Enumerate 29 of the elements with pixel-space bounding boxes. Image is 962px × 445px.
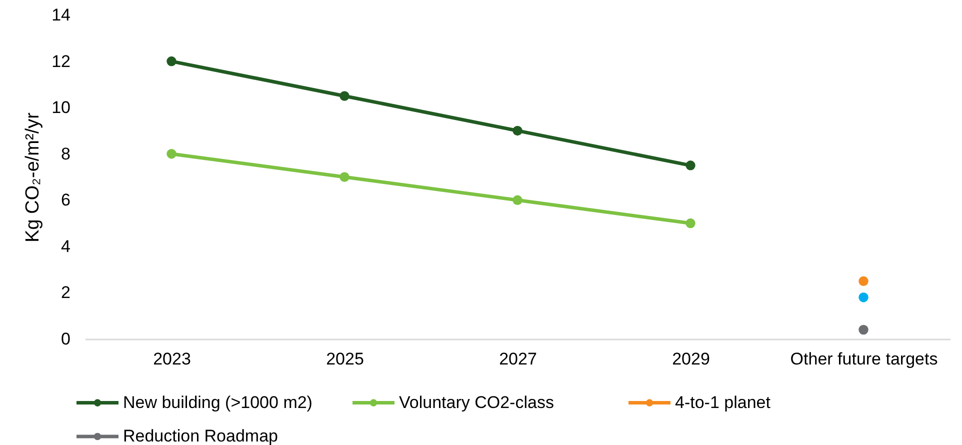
point: [858, 324, 868, 335]
point: [686, 218, 696, 228]
y-tick-label: 2: [61, 283, 70, 302]
y-tick-label: 12: [52, 52, 70, 71]
legend-label: New building (>1000 m2): [123, 392, 312, 412]
point: [858, 276, 868, 286]
x-tick-label: 2025: [326, 350, 364, 368]
point: [686, 160, 696, 170]
y-tick-label: 8: [61, 144, 70, 164]
legend-label: Voluntary CO2-class: [399, 392, 554, 412]
y-tick-label: 14: [52, 6, 70, 24]
legend-label: Reduction Roadmap: [123, 426, 278, 445]
x-tick-label: 2027: [499, 350, 537, 368]
point: [512, 195, 522, 206]
y-tick-label: 10: [52, 98, 70, 118]
point: [512, 126, 522, 136]
point: [166, 56, 176, 66]
y-tick-label: 4: [61, 236, 70, 256]
x-tick-label: 2029: [672, 350, 710, 368]
point: [166, 148, 176, 159]
x-tick-label: Other future targets: [790, 350, 938, 368]
point: [858, 292, 868, 302]
legend-label: 4-to-1 planet: [675, 392, 771, 412]
y-tick-label: 6: [61, 190, 70, 210]
point: [340, 91, 350, 101]
point: [340, 172, 350, 182]
y-axis-title: Kg CO₂-e/m²/yr: [22, 112, 44, 242]
x-tick-label: 2023: [153, 350, 191, 368]
y-tick-label: 0: [61, 330, 70, 348]
